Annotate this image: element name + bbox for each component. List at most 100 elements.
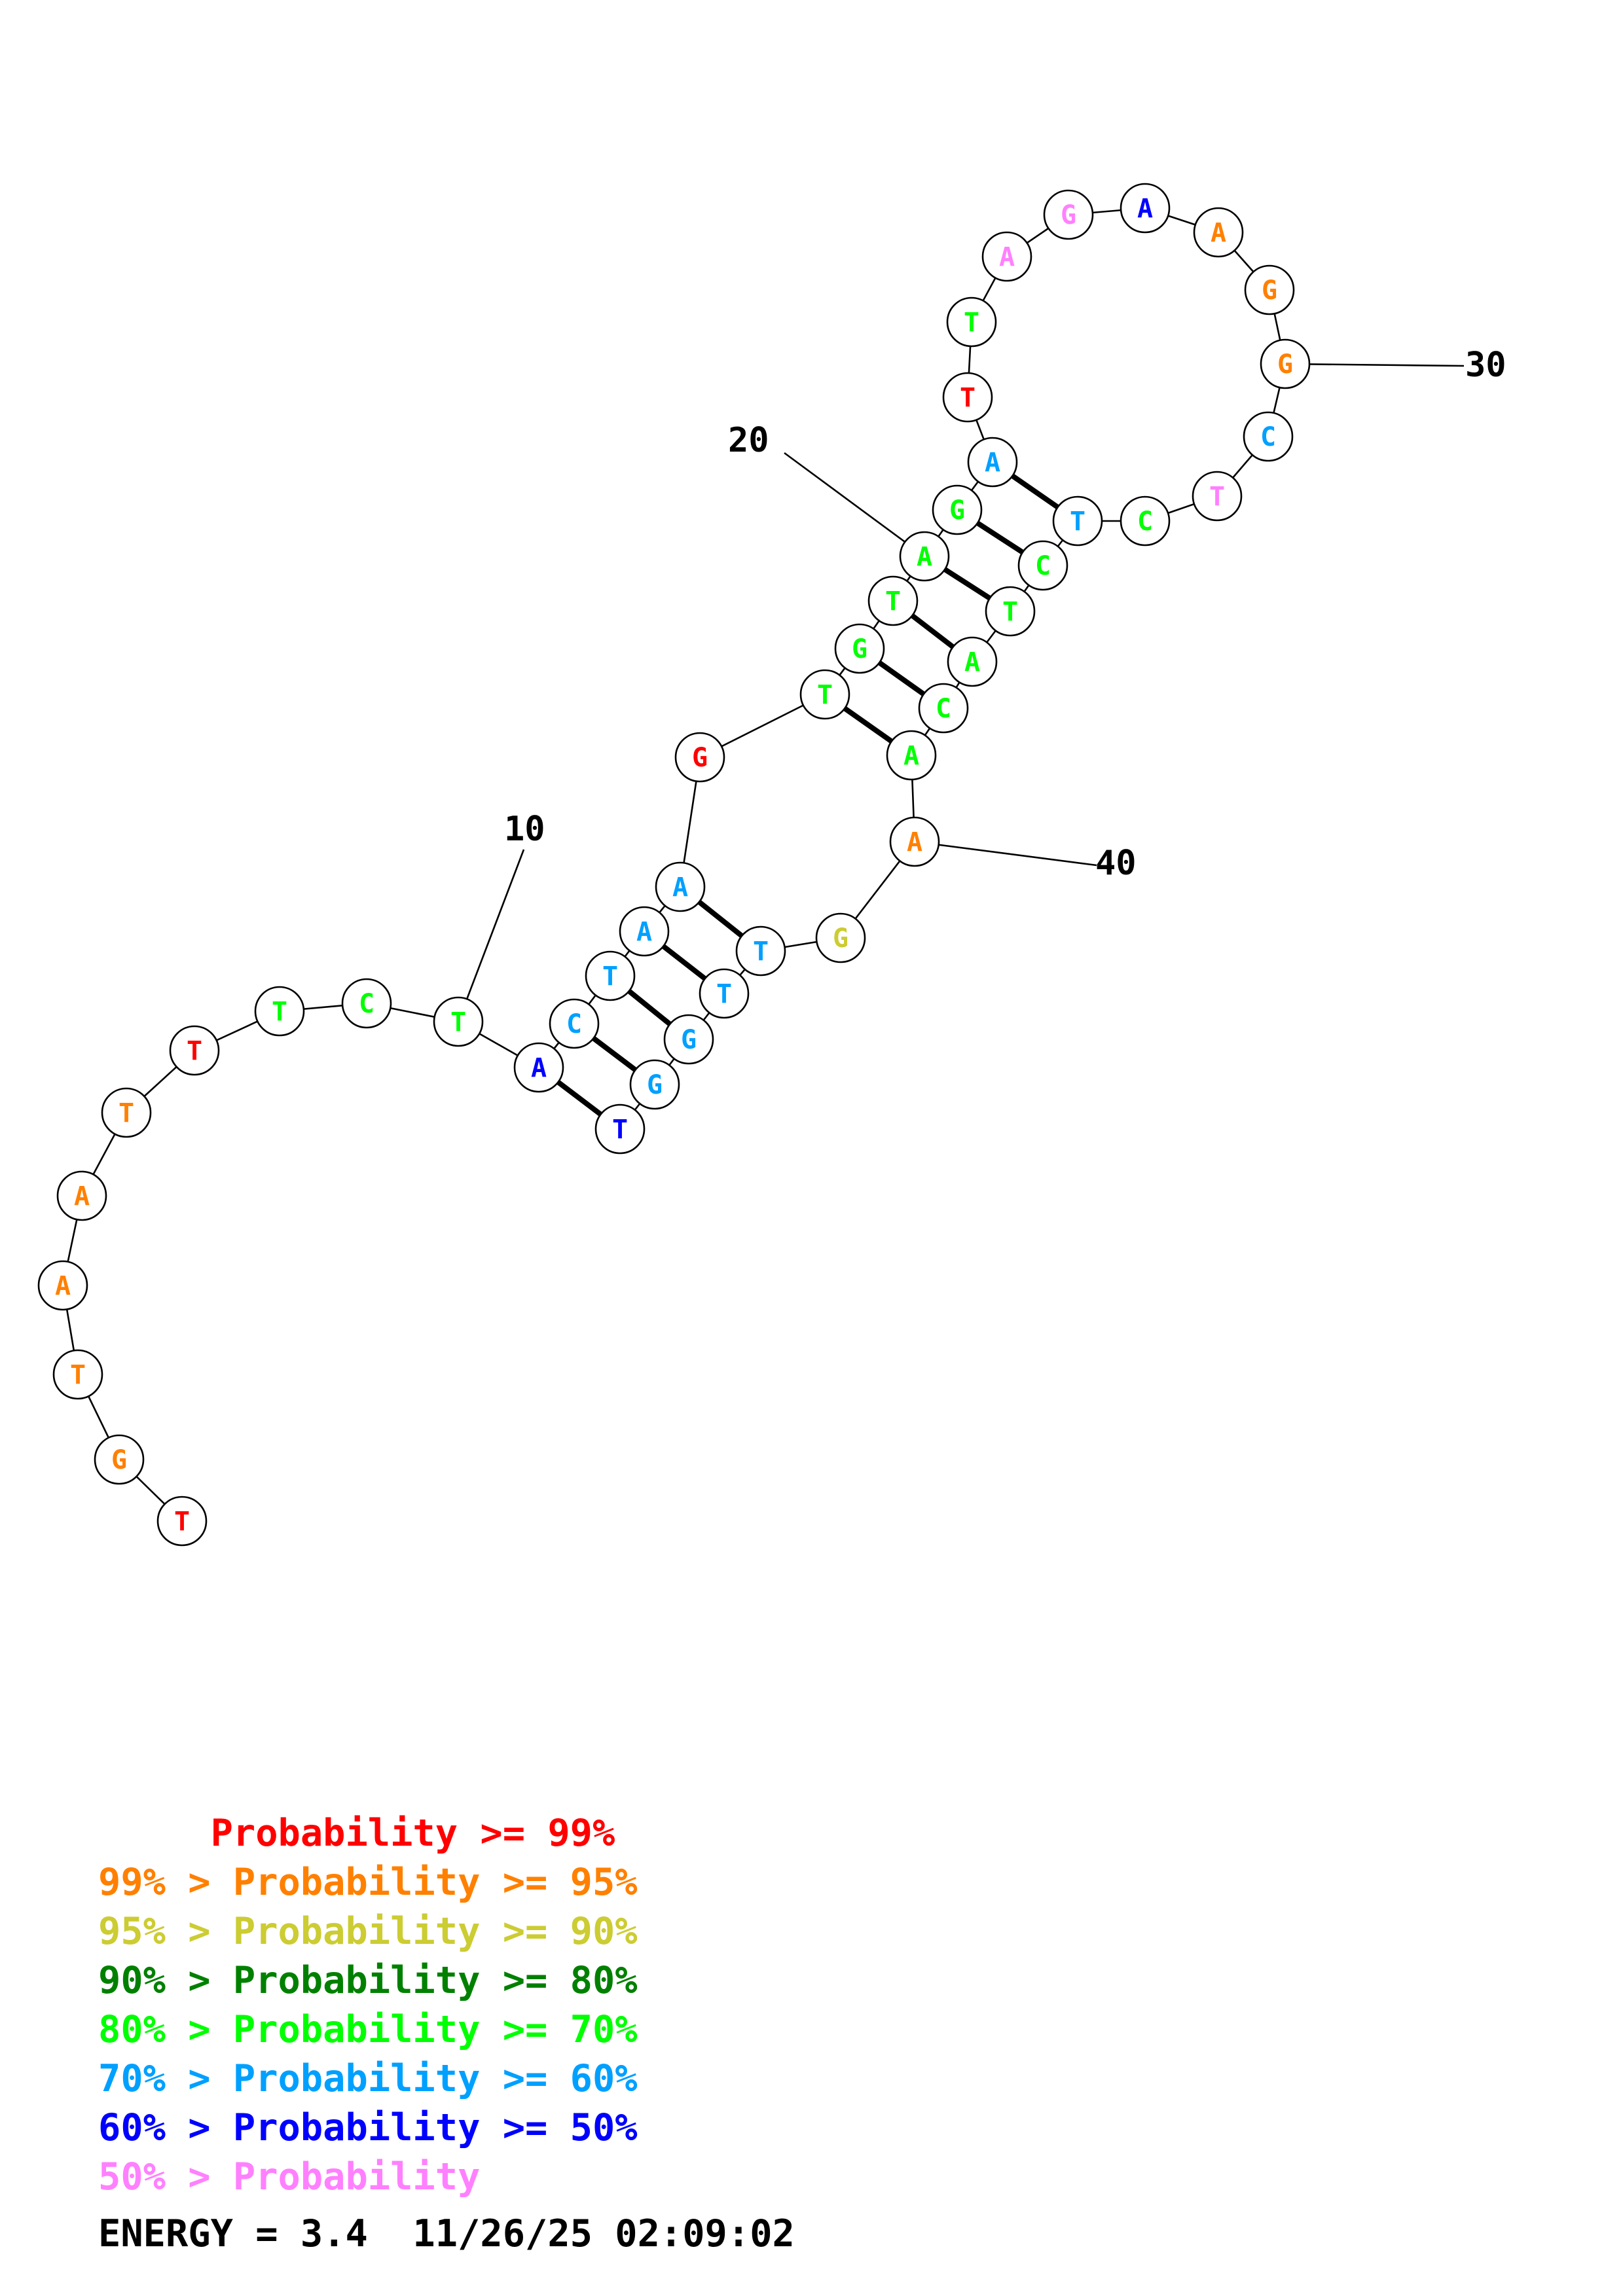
nucleotide-base-label: T xyxy=(612,1115,628,1145)
nucleotide-circle xyxy=(655,861,706,912)
nucleotide-circle xyxy=(946,296,997,348)
nucleotide: C xyxy=(1017,540,1068,591)
nucleotide-circle xyxy=(1192,471,1243,522)
nucleotide: T xyxy=(101,1087,152,1138)
legend-entry: 60% > Probability >= 50% xyxy=(98,2106,638,2149)
legend-entry: Probability >= 99% xyxy=(98,1812,615,1855)
position-leader-line xyxy=(914,840,1097,867)
nucleotide-circle xyxy=(1260,338,1311,389)
nucleotide-circle xyxy=(37,1260,88,1311)
nucleotide-circle xyxy=(433,996,484,1047)
nucleotide: T xyxy=(799,669,850,720)
nucleotide-base-label: G xyxy=(1262,276,1277,306)
nucleotide: T xyxy=(585,950,636,1001)
position-label-40: 40 xyxy=(1095,844,1137,883)
nucleotide: A xyxy=(967,437,1018,488)
nucleotide-circle xyxy=(674,732,725,783)
nucleotide: T xyxy=(433,996,484,1047)
nucleotide: T xyxy=(699,968,750,1019)
nucleotide: C xyxy=(918,683,969,734)
nucleotide-base-label: T xyxy=(716,979,732,1009)
nucleotide-base-label: T xyxy=(187,1036,202,1066)
nucleotide: T xyxy=(169,1025,220,1076)
nucleotide-circle xyxy=(156,1496,208,1547)
nucleotide-circle xyxy=(799,669,850,720)
nucleotide-base-label: T xyxy=(1002,597,1018,627)
nucleotide: C xyxy=(549,998,600,1049)
nucleotide-base-label: G xyxy=(949,495,965,526)
nucleotide-base-label: A xyxy=(55,1271,71,1301)
nucleotide: T xyxy=(1192,471,1243,522)
nucleotide-base-label: C xyxy=(1137,507,1153,537)
nucleotide: T xyxy=(946,296,997,348)
nucleotide-circle xyxy=(549,998,600,1049)
nucleotide-base-label: A xyxy=(1137,194,1153,224)
nucleotide: T xyxy=(942,372,993,423)
nucleotide-circle xyxy=(735,925,786,977)
base-pair-layer xyxy=(537,459,1080,1132)
nucleotide: G xyxy=(1043,189,1094,240)
nucleotide-circle xyxy=(886,730,937,781)
nucleotide-base-label: G xyxy=(681,1025,697,1055)
nucleotide-circle xyxy=(815,912,866,963)
nucleotide-base-label: T xyxy=(817,680,833,710)
nucleotide: G xyxy=(94,1434,145,1485)
nucleotide-circle xyxy=(942,372,993,423)
nucleotide: G xyxy=(629,1059,680,1110)
nucleotide-base-label: A xyxy=(636,917,652,947)
nucleotide-circle xyxy=(1193,207,1244,258)
nucleotide-circle xyxy=(594,1103,646,1155)
nucleotide-base-label: A xyxy=(74,1181,90,1211)
nucleotide-base-label: T xyxy=(964,308,979,338)
nucleotide-base-label: T xyxy=(1209,482,1225,512)
nucleotide-base-label: A xyxy=(999,242,1015,272)
nucleotide-circle xyxy=(899,531,950,582)
nucleotide-base-label: G xyxy=(692,743,708,773)
nucleotide-circle xyxy=(585,950,636,1001)
nucleotide-base-label: T xyxy=(885,586,901,617)
nucleotide-circle xyxy=(932,484,983,535)
nucleotide-circle xyxy=(981,231,1032,282)
position-label-30: 30 xyxy=(1465,346,1506,385)
legend-entry: 95% > Probability >= 90% xyxy=(98,1910,638,1953)
nucleotide: A xyxy=(886,730,937,781)
nucleotide-base-label: A xyxy=(985,448,1000,478)
nucleotide-circle xyxy=(985,586,1036,637)
nucleotide: G xyxy=(1244,264,1295,315)
nucleotide-circle xyxy=(663,1014,714,1065)
nucleotide-circle xyxy=(1120,495,1171,547)
nucleotide-base-label: T xyxy=(602,961,618,992)
nucleotide-circle xyxy=(629,1059,680,1110)
nucleotide-circle xyxy=(513,1042,564,1093)
nucleotide-base-label: T xyxy=(960,383,976,413)
nucleotide: G xyxy=(674,732,725,783)
nucleotide-circle xyxy=(94,1434,145,1485)
legend-entry: 70% > Probability >= 60% xyxy=(98,2057,638,2100)
energy-timestamp-line: ENERGY = 3.4 11/26/25 02:09:02 xyxy=(98,2212,795,2255)
nucleotide: A xyxy=(947,636,998,687)
nucleotide-base-label: A xyxy=(1211,218,1226,248)
nucleotide: A xyxy=(1193,207,1244,258)
position-leader-line xyxy=(784,452,925,558)
nucleotide-base-label: T xyxy=(753,937,769,967)
legend-entry: 90% > Probability >= 80% xyxy=(98,1959,638,2002)
nucleotide: G xyxy=(663,1014,714,1065)
legend-entry: 99% > Probability >= 95% xyxy=(98,1861,638,1904)
nucleotide: A xyxy=(899,531,950,582)
position-label-20: 20 xyxy=(728,421,769,460)
nucleotide: T xyxy=(52,1349,103,1400)
nucleotide: A xyxy=(56,1170,107,1221)
legend-entry: 80% > Probability >= 70% xyxy=(98,2008,638,2051)
nucleotide-base-label: G xyxy=(1061,200,1076,230)
nucleotide-circle xyxy=(1244,264,1295,315)
nucleotide: G xyxy=(834,623,885,674)
nucleotide-base-label: C xyxy=(359,989,374,1019)
nucleotide-circle xyxy=(341,978,392,1029)
nucleotide-circle xyxy=(967,437,1018,488)
position-leader-line xyxy=(1285,363,1465,367)
nucleotide-base-label: T xyxy=(70,1360,86,1390)
nucleotide: T xyxy=(985,586,1036,637)
nucleotide-base-label: A xyxy=(964,647,980,677)
nucleotide-base-label: T xyxy=(119,1098,134,1128)
